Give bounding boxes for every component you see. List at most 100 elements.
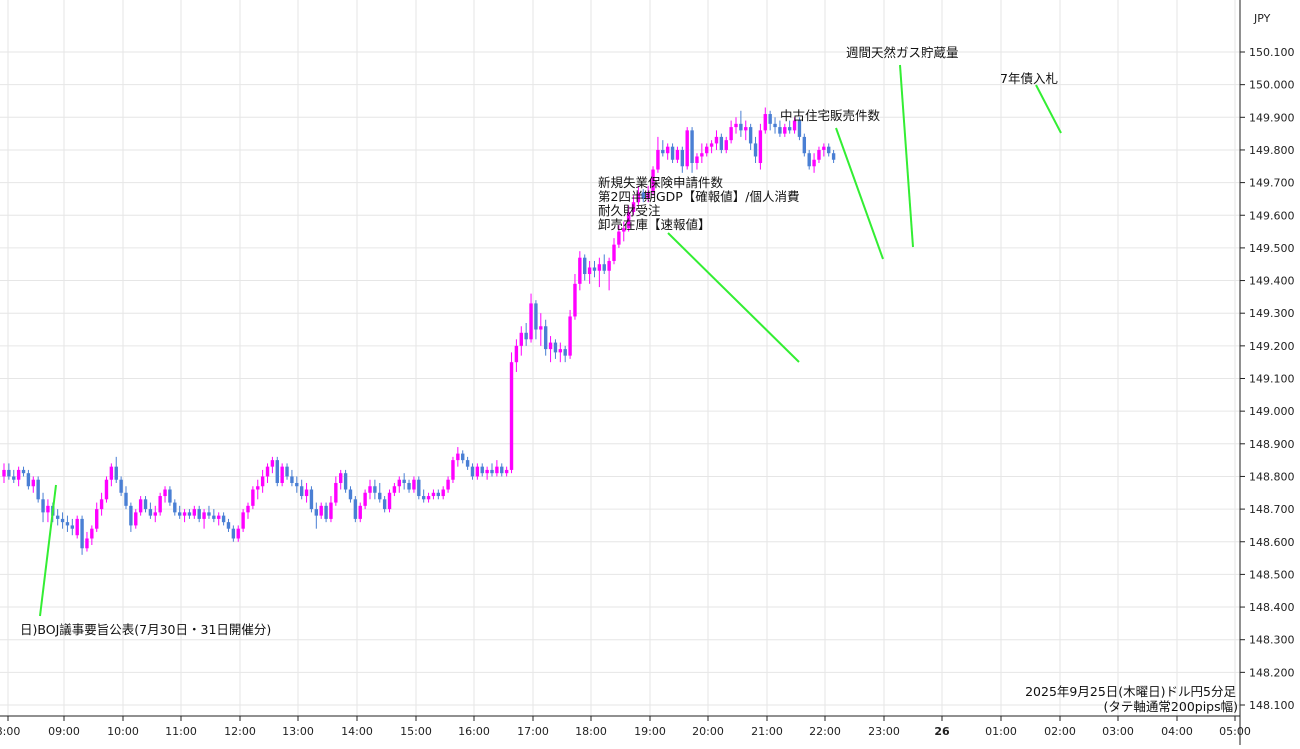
candle-body	[558, 349, 563, 353]
candle-body	[783, 127, 787, 134]
y-tick-label: 150.100	[1249, 46, 1295, 59]
candle-body	[407, 482, 411, 490]
candle-body	[787, 127, 792, 131]
y-tick-label: 148.100	[1249, 699, 1295, 712]
chart-title: 2025年9月25日(木曜日)ドル円5分足	[1025, 684, 1236, 699]
candle-body	[446, 479, 450, 490]
candle-body	[373, 486, 377, 493]
candle-body	[831, 153, 836, 160]
candle-body	[124, 492, 128, 506]
candle-body	[822, 146, 826, 150]
x-tick-label: 02:00	[1044, 725, 1076, 738]
candle-body	[802, 136, 807, 154]
candle-body	[714, 136, 719, 144]
candle-body	[734, 123, 738, 128]
y-tick-label: 148.400	[1249, 601, 1295, 614]
candle-body	[217, 515, 221, 519]
candle-body	[431, 492, 436, 497]
candle-body	[685, 130, 689, 167]
candle-body	[275, 460, 279, 483]
candle-body	[456, 453, 460, 461]
candle-body	[661, 149, 665, 154]
candle-body	[417, 479, 421, 497]
candle-body	[7, 469, 11, 477]
candle-body	[451, 460, 455, 480]
candle-body	[324, 505, 328, 519]
annotation-label: 卸売在庫【速報値】	[598, 217, 711, 232]
candle-body	[270, 460, 275, 467]
candle-body	[192, 509, 197, 516]
y-tick-label: 150.000	[1249, 79, 1295, 92]
x-tick-label: 20:00	[692, 725, 724, 738]
candle-body	[387, 492, 392, 510]
candle-body	[202, 512, 206, 519]
y-tick-label: 148.900	[1249, 438, 1295, 451]
y-tick-label: 148.800	[1249, 470, 1295, 483]
candle-body	[251, 489, 255, 506]
candle-body	[778, 127, 782, 134]
candle-body	[119, 479, 123, 493]
y-tick-label: 149.700	[1249, 177, 1295, 190]
candle-body	[441, 489, 445, 497]
annotation-leader-line	[1035, 84, 1062, 134]
candle-body	[485, 469, 489, 474]
candle-body	[236, 528, 240, 539]
candle-body	[617, 231, 621, 245]
candle-body	[514, 345, 519, 363]
candle-body	[168, 489, 172, 503]
y-tick-label: 149.400	[1249, 275, 1295, 288]
candle-body	[758, 130, 763, 164]
x-tick-label: 22:00	[809, 725, 841, 738]
candle-body	[339, 473, 343, 483]
candle-body	[553, 342, 558, 353]
candle-body	[812, 159, 816, 167]
annotation-label: 7年債入札	[1000, 71, 1058, 86]
x-tick-label: 03:00	[1102, 725, 1134, 738]
annotation-leader-line	[39, 484, 57, 617]
annotation-label: 週間天然ガス貯蔵量	[846, 45, 959, 60]
candle-body	[461, 453, 465, 461]
x-tick-label: 11:00	[165, 725, 197, 738]
candle-body	[656, 149, 660, 170]
candle-body	[368, 486, 372, 493]
candle-body	[583, 257, 587, 275]
candle-body	[773, 123, 777, 128]
candle-body	[280, 466, 284, 483]
candle-body	[597, 264, 602, 271]
candle-body	[265, 466, 270, 477]
candle-body	[353, 499, 358, 519]
annotation-label: 第2四半期GDP【確報値】/個人消費	[598, 189, 800, 204]
candle-body	[529, 303, 533, 340]
candle-body	[358, 505, 362, 519]
candle-body	[748, 127, 753, 144]
candle-body	[465, 460, 470, 467]
candle-body	[114, 466, 118, 480]
y-tick-label: 149.200	[1249, 340, 1295, 353]
candle-body	[534, 303, 538, 330]
x-tick-label: 19:00	[634, 725, 666, 738]
candle-body	[592, 267, 597, 271]
annotation-layer: 日)BOJ議事要旨公表(7月30日・31日開催分) 新規失業保険申請件数第2四半期…	[20, 45, 1062, 637]
y-tick-label: 148.600	[1249, 536, 1295, 549]
candle-body	[768, 114, 772, 124]
y-tick-label: 149.900	[1249, 111, 1295, 124]
candle-body	[378, 492, 382, 500]
y-tick-label: 149.800	[1249, 144, 1295, 157]
candle-body	[500, 466, 504, 474]
candle-body	[490, 469, 494, 474]
candle-body	[80, 518, 84, 549]
candle-body	[739, 123, 743, 131]
candle-body	[348, 489, 353, 500]
candle-body	[651, 169, 655, 193]
candle-body	[319, 505, 323, 516]
x-tick-label: 26	[934, 725, 950, 738]
x-tick-label: 10:00	[107, 725, 139, 738]
candle-body	[309, 489, 314, 510]
candle-body	[21, 469, 26, 474]
candle-body	[134, 512, 138, 526]
candle-body	[41, 499, 45, 513]
candle-body	[763, 114, 767, 131]
candle-body	[797, 120, 802, 137]
x-tick-label: 09:00	[48, 725, 80, 738]
